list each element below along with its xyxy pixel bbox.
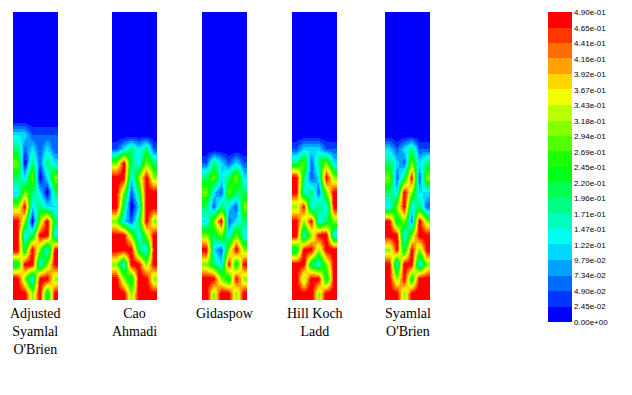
svg-text:7.34e-02: 7.34e-02 <box>574 271 606 280</box>
svg-text:SyamlalO'Brien: SyamlalO'Brien <box>385 306 431 339</box>
svg-text:0.00e+00: 0.00e+00 <box>574 318 608 327</box>
svg-text:Gidaspow: Gidaspow <box>196 306 254 321</box>
svg-text:3.92e-01: 3.92e-01 <box>574 70 606 79</box>
svg-text:4.65e-01: 4.65e-01 <box>574 24 606 33</box>
svg-text:4.90e-02: 4.90e-02 <box>574 287 606 296</box>
svg-text:1.47e-01: 1.47e-01 <box>574 225 606 234</box>
svg-text:3.18e-01: 3.18e-01 <box>574 117 606 126</box>
svg-text:1.71e-01: 1.71e-01 <box>574 210 606 219</box>
svg-text:2.69e-01: 2.69e-01 <box>574 148 606 157</box>
svg-text:3.43e-01: 3.43e-01 <box>574 101 606 110</box>
svg-text:9.79e-02: 9.79e-02 <box>574 256 606 265</box>
svg-text:Hill KochLadd: Hill KochLadd <box>287 306 343 339</box>
svg-text:2.45e-01: 2.45e-01 <box>574 163 606 172</box>
svg-text:3.67e-01: 3.67e-01 <box>574 86 606 95</box>
svg-text:2.20e-01: 2.20e-01 <box>574 179 606 188</box>
svg-text:1.22e-01: 1.22e-01 <box>574 241 606 250</box>
svg-text:2.94e-01: 2.94e-01 <box>574 132 606 141</box>
svg-text:1.96e-01: 1.96e-01 <box>574 194 606 203</box>
svg-text:2.45e-02: 2.45e-02 <box>574 302 606 311</box>
svg-text:CaoAhmadi: CaoAhmadi <box>112 306 157 339</box>
svg-text:4.16e-01: 4.16e-01 <box>574 55 606 64</box>
svg-text:AdjustedSyamlalO'Brien: AdjustedSyamlalO'Brien <box>10 306 61 357</box>
svg-text:4.90e-01: 4.90e-01 <box>574 8 606 17</box>
svg-text:4.41e-01: 4.41e-01 <box>574 39 606 48</box>
